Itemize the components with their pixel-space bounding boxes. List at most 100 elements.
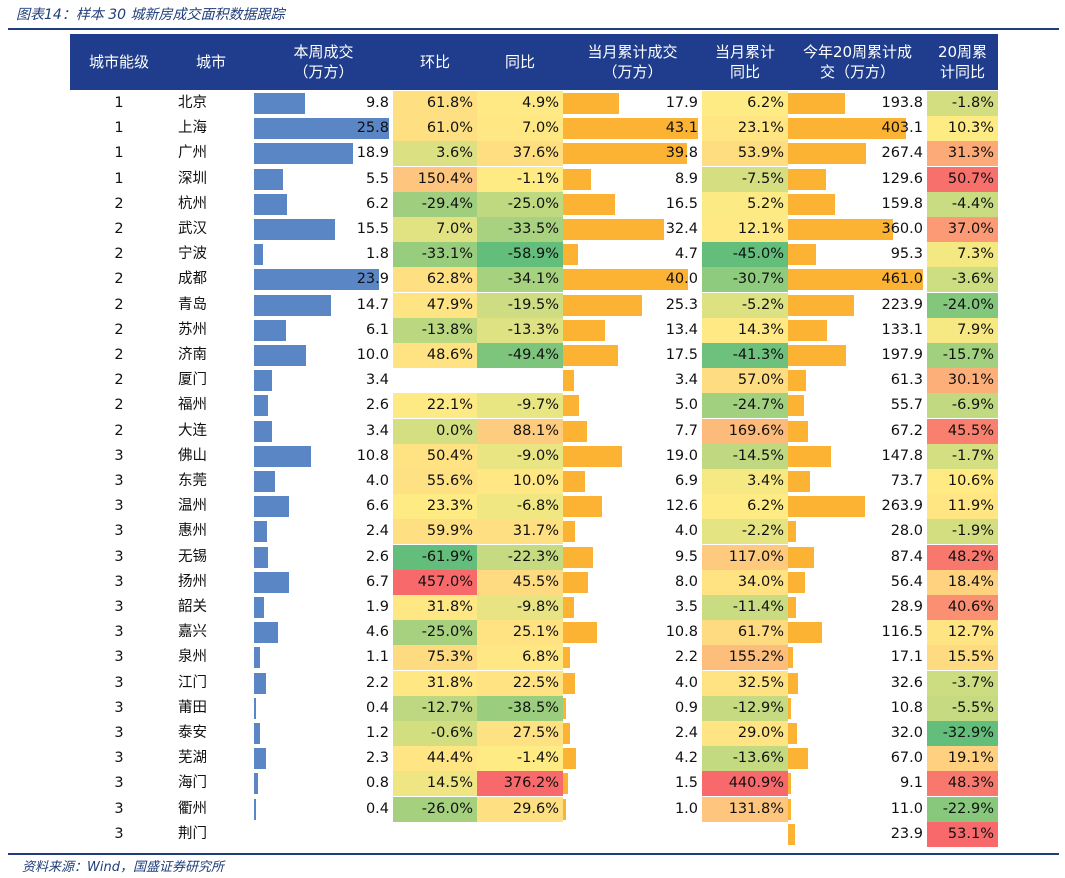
- value-week: 18.9: [356, 145, 389, 162]
- cell-hb: [393, 368, 477, 393]
- value-ytd: 23.9: [890, 825, 923, 842]
- value-week: 0.4: [365, 800, 389, 817]
- table-row: 3 芜湖 2.3 44.4% -1.4% 4.2 -13.6% 67.0 19.1%: [70, 746, 998, 772]
- cell-ytd: 23.9: [788, 822, 927, 847]
- bar-ytd: [788, 697, 792, 719]
- table-row: 3 嘉兴 4.6 -25.0% 25.1% 10.8 61.7% 116.5 12.7%: [70, 620, 998, 646]
- value-ytd: 61.3: [890, 372, 923, 389]
- cell-tier: 2: [114, 195, 124, 212]
- cell-tier: 3: [114, 750, 124, 767]
- cell-month-tb: 6.2%: [702, 91, 788, 116]
- value-ytd: 32.0: [890, 725, 923, 741]
- cell-ytd-tb: -22.9%: [927, 796, 998, 822]
- cell-week: 6.1: [254, 318, 393, 343]
- cell-city: 武汉: [178, 221, 207, 237]
- cell-month-tb: -2.2%: [702, 519, 788, 545]
- cell-tb: -9.7%: [477, 393, 563, 419]
- bar-week: [254, 622, 279, 644]
- cell-tier: 3: [114, 473, 124, 489]
- cell-ytd-tb: 19.1%: [927, 746, 998, 772]
- value-month: 25.3: [665, 296, 698, 313]
- table-row: 2 杭州 6.2 -29.4% -25.0% 16.5 5.2% 159.8 -4.4%: [70, 191, 998, 217]
- cell-week: 6.2: [254, 192, 393, 217]
- cell-ytd-tb: 18.4%: [927, 569, 998, 595]
- cell-month-tb: 32.5%: [702, 670, 788, 696]
- cell-month: 1.0: [563, 797, 702, 822]
- cell-tb: -19.5%: [477, 292, 563, 318]
- cell-month: 40.0: [563, 267, 702, 292]
- cell-month-tb: 6.2%: [702, 494, 788, 520]
- bar-week: [254, 370, 272, 392]
- cell-ytd: 11.0: [788, 797, 927, 822]
- bar-week: [254, 269, 380, 291]
- bar-ytd: [788, 521, 797, 543]
- cell-month: 2.2: [563, 645, 702, 670]
- cell-hb: -61.9%: [393, 544, 477, 570]
- cell-month-tb: -24.7%: [702, 393, 788, 419]
- cell-tier: 1: [114, 120, 124, 137]
- cell-hb: -26.0%: [393, 796, 477, 822]
- value-week: 6.1: [365, 321, 389, 338]
- header-tier: 城市能级: [88, 53, 149, 71]
- bar-week: [254, 345, 307, 366]
- cell-hb: -13.8%: [393, 317, 477, 343]
- value-ytd: 133.1: [881, 321, 923, 338]
- cell-city: 济南: [178, 347, 207, 363]
- cell-month: 1.5: [563, 771, 702, 796]
- cell-tb: 37.6%: [477, 141, 563, 167]
- value-week: 9.8: [365, 95, 389, 111]
- header-ytd: 今年20周累计成 交（万方）: [802, 43, 913, 81]
- cell-ytd: 32.6: [788, 671, 927, 696]
- figure-caption: 图表14：样本 30 城新房成交面积数据跟踪: [16, 7, 285, 23]
- value-week: 6.2: [365, 195, 389, 212]
- cell-ytd: 10.8: [788, 696, 927, 721]
- cell-ytd: 403.1: [788, 116, 927, 141]
- bar-week: [254, 672, 266, 694]
- table-header: 城市能级 城市 本周成交 （万方） 环比 同比 当月累计成交 （万方） 当月累计…: [70, 34, 998, 90]
- table-row: 1 上海 25.8 61.0% 7.0% 43.1 23.1% 403.1 10.3%: [70, 116, 998, 142]
- cell-hb: 48.6%: [393, 343, 477, 368]
- cell-month: 32.4: [563, 217, 702, 242]
- table-row: 3 泰安 1.2 -0.6% 27.5% 2.4 29.0% 32.0 -32.9%: [70, 721, 998, 746]
- value-month: 32.4: [665, 221, 698, 237]
- cell-month-tb: -41.3%: [702, 343, 788, 368]
- header-month: 当月累计成交 （万方）: [587, 43, 678, 81]
- value-month: 40.0: [665, 271, 698, 288]
- header-month-tb: 当月累计 同比: [714, 43, 775, 81]
- bar-month: [563, 773, 568, 795]
- cell-month-tb: 53.9%: [702, 141, 788, 167]
- value-month: 4.0: [674, 523, 698, 540]
- table-row: 3 韶关 1.9 31.8% -9.8% 3.5 -11.4% 28.9 40.6%: [70, 595, 998, 620]
- cell-city: 深圳: [178, 170, 207, 187]
- cell-week: 2.4: [254, 519, 393, 544]
- value-ytd: 67.2: [890, 422, 923, 439]
- cell-hb: 62.8%: [393, 267, 477, 293]
- cell-hb: 61.8%: [393, 91, 477, 116]
- bar-ytd: [788, 370, 806, 392]
- value-month: 5.0: [674, 397, 698, 414]
- value-ytd: 403.1: [881, 120, 923, 137]
- table-row: 3 东莞 4.0 55.6% 10.0% 6.9 3.4% 73.7 10.6%: [70, 469, 998, 494]
- cell-tier: 3: [114, 674, 124, 691]
- cell-ytd-tb: -1.8%: [927, 91, 998, 116]
- bar-ytd: [788, 143, 867, 165]
- bar-month: [563, 193, 615, 215]
- value-week: 15.5: [356, 221, 389, 237]
- value-ytd: 267.4: [881, 145, 923, 162]
- bar-ytd: [788, 571, 805, 593]
- cell-month-tb: 117.0%: [702, 544, 788, 570]
- value-week: 1.2: [365, 725, 389, 741]
- cell-tb: -58.9%: [477, 242, 563, 268]
- cell-week: 6.7: [254, 570, 393, 595]
- cell-week: 1.9: [254, 595, 393, 620]
- value-week: 0.8: [365, 775, 389, 792]
- bar-week: [254, 118, 390, 140]
- cell-ytd-tb: 15.5%: [927, 645, 998, 671]
- cell-ytd: 67.0: [788, 746, 927, 771]
- value-week: 2.3: [365, 750, 389, 767]
- bar-month: [563, 420, 588, 442]
- cell-tier: 3: [114, 498, 124, 515]
- cell-tier: 2: [114, 372, 124, 389]
- cell-ytd-tb: -3.6%: [927, 267, 998, 293]
- cell-month-tb: -12.9%: [702, 695, 788, 721]
